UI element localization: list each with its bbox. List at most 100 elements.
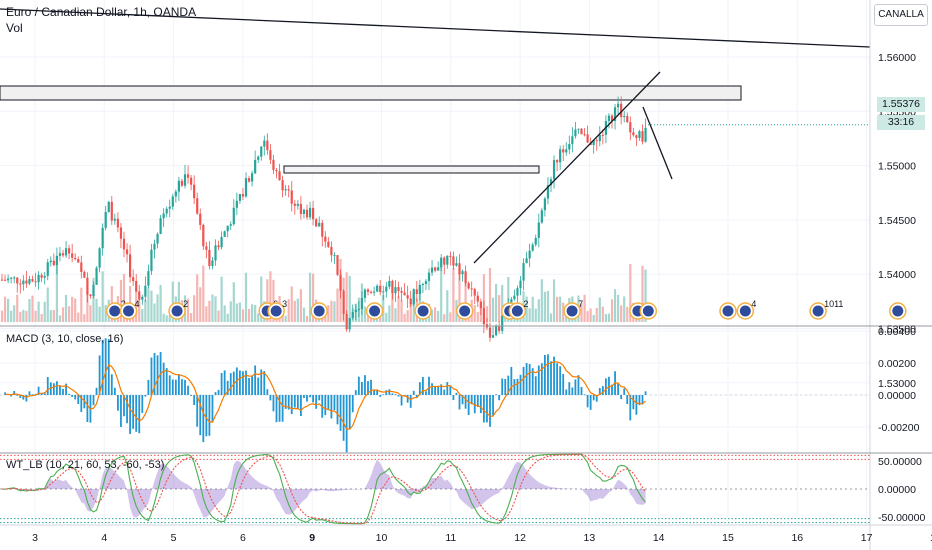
volume-bar [64,294,68,322]
flag-icon [123,305,135,317]
candle-body [635,135,638,138]
candle-body [278,171,281,181]
candle-body [147,271,150,286]
volume-bar [40,314,43,322]
volume-bar [86,291,89,322]
macd-histogram-bar [397,395,400,397]
volume-bar [177,281,180,322]
volume-label[interactable]: Vol [6,21,23,35]
candle-body [281,180,284,191]
volume-bar [546,291,550,322]
macd-histogram-bar [367,381,369,395]
macd-histogram-bar [132,395,135,429]
volume-bar [452,267,455,322]
macd-histogram-bar [345,395,348,453]
time-tick-label: 12 [514,532,526,544]
volume-bar [254,304,257,322]
macd-histogram-bar [217,389,220,395]
candle-body [95,267,98,285]
wt-tick-label: 50.00000 [878,456,922,468]
volume-bar [25,310,28,322]
macd-histogram-bar [202,395,205,443]
candle-body [98,248,101,268]
macd-histogram-bar [171,379,174,395]
candle-body [348,317,351,330]
macd-histogram-bar [104,338,107,395]
macd-histogram-bar [592,395,595,401]
candle-body [83,271,86,278]
macd-histogram-bar [56,381,58,395]
macd-histogram-bar [37,386,40,395]
macd-histogram-bar [284,395,287,409]
volume-bar [296,298,299,322]
volume-bar [464,274,467,322]
grid-lines [0,0,870,525]
macd-label[interactable]: MACD (3, 10, close, 16) [6,333,124,345]
candle-body [388,280,391,287]
macd-histogram-bar [254,365,257,395]
volume-bar [287,299,290,322]
support-zone[interactable] [283,165,540,174]
macd-histogram-bar [25,395,28,402]
volume-bar [388,305,391,322]
candle-body [272,159,275,170]
candle-body [71,253,74,258]
event-icon [365,302,384,320]
candle-body [162,213,165,219]
macd-histogram-bar [40,393,43,395]
price-tick-label: 1.53000 [878,378,916,390]
volume-bar [583,294,586,322]
macd-histogram-bar [251,376,253,395]
candle-body [223,231,226,237]
macd-histogram-bar [110,374,113,395]
volume-bar [604,314,607,322]
candle-body [376,285,379,292]
projection-line[interactable] [642,106,673,180]
volume-bar [565,315,568,322]
volume-bar [406,310,409,322]
time-axis[interactable]: 3456910111213141516171819 [32,532,932,544]
volume-bar [580,303,583,322]
macd-histogram-bar [300,395,302,417]
volume-bar [324,313,327,322]
candle-body [339,274,342,291]
macd-histogram-bar [74,395,77,400]
volume-bar [394,308,397,322]
candle-body [357,309,360,311]
macd-histogram-bar [428,376,430,395]
wt-label[interactable]: WT_LB (10, 21, 60, 53, -60, -53) [6,459,165,471]
candle-body [31,279,34,282]
candle-body [620,103,623,118]
event-count: 3 [282,299,287,309]
macd-histogram-bar [464,395,467,409]
time-tick-label: 9 [309,532,315,544]
ascending-trendline[interactable] [473,71,661,264]
macd-histogram-bar [62,388,64,395]
macd-histogram-bar [187,385,189,395]
candle-body [113,218,116,221]
macd-histogram-bar [226,380,229,395]
user-badge[interactable]: CANALLA [874,4,928,26]
event-icon: 1011 [809,299,843,320]
candle-body [412,289,415,305]
volume-bar [610,299,614,322]
macd-histogram-bar [400,395,403,406]
macd-histogram-bar [446,382,449,395]
event-icon: 2 [168,299,188,320]
macd-histogram-bar [437,386,440,395]
candle-body [592,140,595,146]
candle-body [260,146,263,157]
volume-bar [49,310,52,322]
macd-histogram-bar [568,382,571,395]
candle-body [287,189,290,191]
candle-body [89,294,92,296]
candle-body [40,275,43,278]
macd-histogram-bar [272,395,275,412]
long-trendline[interactable] [0,8,871,48]
symbol-title[interactable]: Euro / Canadian Dollar, 1h, OANDA [6,5,197,19]
resistance-zone[interactable] [0,85,742,101]
candle-body [141,296,144,300]
macd-histogram-bar [141,395,144,413]
candle-body [308,207,312,218]
macd-histogram-bar [425,391,427,395]
